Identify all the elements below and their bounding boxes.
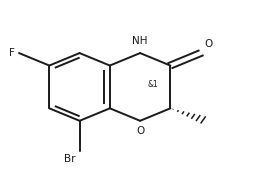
- Text: &1: &1: [147, 80, 157, 89]
- Text: F: F: [8, 48, 14, 58]
- Text: O: O: [203, 39, 212, 49]
- Text: Br: Br: [64, 154, 75, 164]
- Text: O: O: [135, 127, 144, 136]
- Text: NH: NH: [132, 37, 147, 47]
